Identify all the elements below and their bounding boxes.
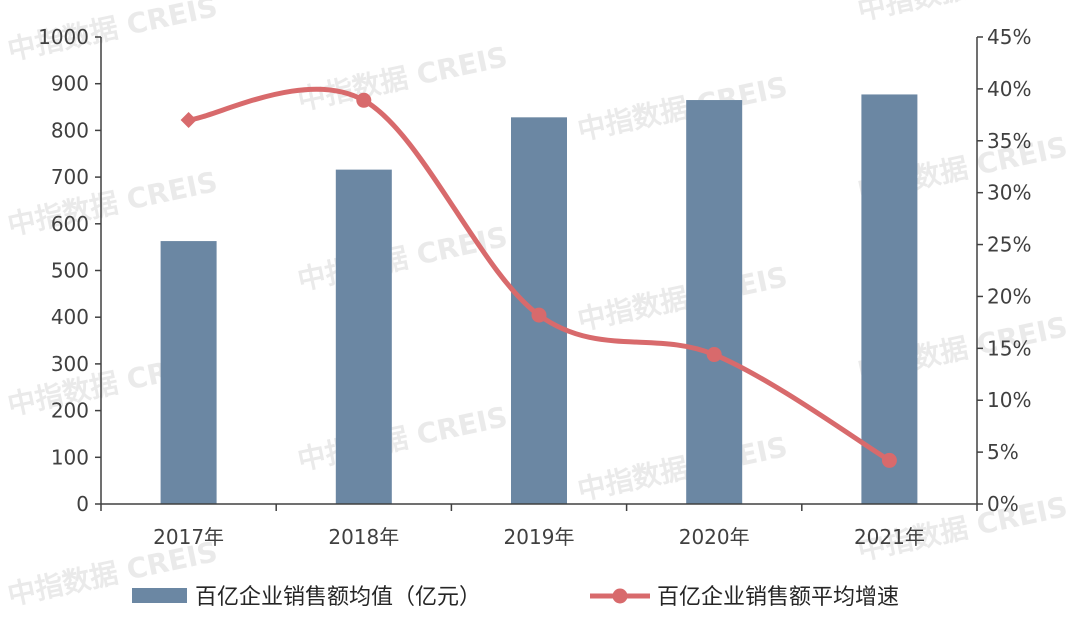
line-series (180, 86, 897, 468)
watermark-text: 中指数据 CREIS (575, 430, 791, 507)
watermark-text: 中指数据 CREIS (295, 220, 511, 297)
left-tick-label: 1000 (38, 25, 89, 49)
right-tick-label: 30% (987, 181, 1031, 205)
legend-bar-label: 百亿企业销售额均值（亿元） (195, 585, 481, 610)
right-tick-label: 20% (987, 284, 1031, 308)
left-tick-label: 800 (51, 118, 89, 142)
legend-bar-swatch (132, 588, 187, 603)
right-tick-label: 15% (987, 336, 1031, 360)
left-tick-label: 300 (51, 352, 89, 376)
left-tick-label: 400 (51, 305, 89, 329)
growth-point-2020年 (706, 347, 722, 363)
watermark-text: 中指数据 CREIS (295, 40, 511, 117)
growth-point-2021年 (881, 452, 897, 468)
growth-point-2018年 (356, 92, 372, 108)
left-tick-label: 600 (51, 212, 89, 236)
right-tick-label: 10% (987, 388, 1031, 412)
bar-2020年 (686, 100, 743, 505)
right-tick-label: 0% (987, 492, 1019, 516)
right-tick-label: 45% (987, 25, 1031, 49)
legend: 百亿企业销售额均值（亿元） 百亿企业销售额平均增速 (132, 585, 899, 610)
left-tick-label: 0 (76, 492, 89, 516)
watermark-text: 中指数据 CREIS (855, 0, 1071, 27)
left-tick-label: 700 (51, 165, 89, 189)
bar-2017年 (160, 241, 217, 505)
x-tick-label: 2017年 (153, 525, 224, 549)
watermark-text: 中指数据 CREIS (5, 0, 221, 67)
right-tick-label: 35% (987, 129, 1031, 153)
x-tick-label: 2020年 (679, 525, 750, 549)
right-tick-label: 25% (987, 233, 1031, 257)
watermark-text: 中指数据 CREIS (5, 165, 221, 242)
right-tick-label: 40% (987, 77, 1031, 101)
watermark-text: 中指数据 CREIS (295, 400, 511, 477)
left-tick-label: 100 (51, 445, 89, 469)
right-tick-label: 5% (987, 440, 1019, 464)
growth-point-2017年 (180, 112, 197, 129)
axes: 0 100 200 300 400 500 600 700 800 900 1000 0% 5% 10% 1… (38, 25, 1031, 549)
bar-series (160, 94, 918, 505)
growth-point-2019年 (531, 307, 547, 323)
x-tick-label: 2019年 (504, 525, 575, 549)
x-tick-label: 2021年 (854, 525, 925, 549)
left-tick-label: 900 (51, 72, 89, 96)
bar-2021年 (861, 94, 918, 504)
left-tick-label: 200 (51, 399, 89, 423)
watermark-text: 中指数据 CREIS (575, 260, 791, 337)
x-tick-label: 2018年 (328, 525, 399, 549)
bar-2018年 (335, 169, 392, 505)
left-tick-label: 500 (51, 259, 89, 283)
watermark-text: 中指数据 CREIS (575, 70, 791, 147)
legend-line-label: 百亿企业销售额平均增速 (657, 585, 899, 610)
legend-line-marker (612, 588, 628, 604)
